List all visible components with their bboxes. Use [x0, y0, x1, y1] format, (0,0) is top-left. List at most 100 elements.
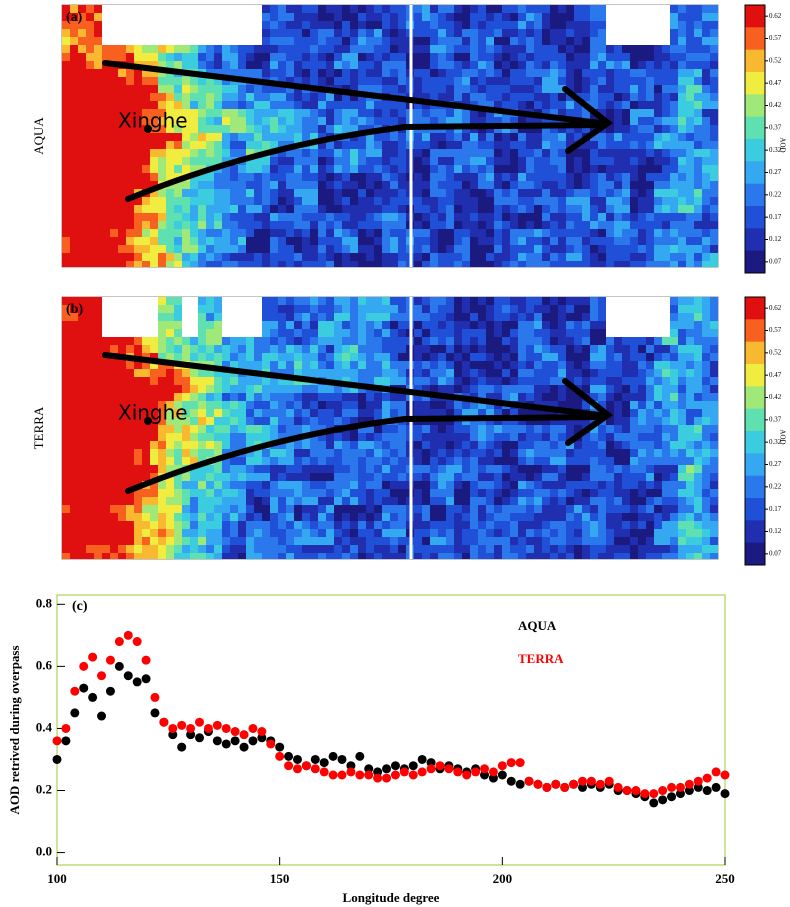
map-cell [310, 417, 318, 425]
map-cell [574, 205, 582, 213]
map-cell [590, 205, 598, 213]
map-cell [310, 21, 318, 29]
map-cell [614, 61, 622, 69]
map-cell [542, 377, 550, 385]
map-cell [342, 229, 350, 237]
map-cell [358, 529, 366, 537]
map-cell [622, 213, 630, 221]
map-cell [310, 401, 318, 409]
map-cell [118, 489, 126, 497]
map-cell [494, 433, 502, 441]
map-cell [222, 173, 230, 181]
map-cell [238, 221, 246, 229]
map-cell [366, 305, 374, 313]
map-cell [326, 473, 334, 481]
map-cell [390, 545, 398, 553]
map-cell [558, 69, 566, 77]
map-cell [198, 345, 206, 353]
map-cell [478, 213, 486, 221]
map-cell [102, 369, 110, 377]
map-cell [582, 377, 590, 385]
map-cell [110, 521, 118, 529]
map-cell [342, 417, 350, 425]
map-cell [166, 245, 174, 253]
map-cell [334, 197, 342, 205]
map-cell [142, 237, 150, 245]
map-cell [254, 109, 262, 117]
map-cell [326, 253, 334, 261]
map-cell [662, 37, 670, 45]
map-cell [206, 45, 214, 53]
map-cell [142, 385, 150, 393]
map-cell [270, 481, 278, 489]
map-cell [286, 305, 294, 313]
map-cell [94, 237, 102, 245]
map-cell [62, 133, 70, 141]
map-cell [302, 545, 310, 553]
map-cell [358, 337, 366, 345]
map-cell [670, 29, 678, 37]
map-cell [678, 189, 686, 197]
map-cell [142, 345, 150, 353]
map-cell [502, 149, 510, 157]
map-cell [206, 297, 214, 305]
map-cell [166, 313, 174, 321]
map-cell [238, 393, 246, 401]
map-cell [550, 513, 558, 521]
map-cell [206, 353, 214, 361]
map-cell [134, 181, 142, 189]
map-cell [214, 197, 222, 205]
map-cell [294, 149, 302, 157]
map-cell [342, 409, 350, 417]
map-cell [654, 133, 662, 141]
map-cell [246, 29, 254, 37]
map-cell [438, 85, 446, 93]
map-cell [78, 537, 86, 545]
map-cell [78, 229, 86, 237]
map-cell [102, 313, 110, 321]
map-cell [550, 529, 558, 537]
map-cell [566, 321, 574, 329]
map-cell [502, 305, 510, 313]
map-cell [542, 457, 550, 465]
map-cell [222, 441, 230, 449]
map-cell [134, 473, 142, 481]
map-cell [110, 457, 118, 465]
map-cell [198, 545, 206, 553]
map-cell [526, 21, 534, 29]
map-cell [590, 321, 598, 329]
map-cell [654, 157, 662, 165]
map-cell [166, 85, 174, 93]
map-cell [542, 205, 550, 213]
map-cell [510, 61, 518, 69]
map-cell [286, 481, 294, 489]
map-cell [326, 29, 334, 37]
map-cell [646, 237, 654, 245]
map-cell [462, 313, 470, 321]
map-cell [478, 345, 486, 353]
map-cell [174, 229, 182, 237]
map-cell [438, 465, 446, 473]
map-cell [358, 61, 366, 69]
map-cell [622, 61, 630, 69]
map-cell [254, 85, 262, 93]
map-cell [238, 101, 246, 109]
map-cell [462, 553, 470, 559]
map-cell [150, 553, 158, 559]
map-cell [494, 457, 502, 465]
map-cell [182, 141, 190, 149]
map-cell [470, 345, 478, 353]
map-cell [534, 261, 542, 267]
map-cell [542, 393, 550, 401]
map-cell [526, 305, 534, 313]
map-cell [382, 345, 390, 353]
map-cell [502, 29, 510, 37]
map-cell [358, 53, 366, 61]
map-cell [422, 521, 430, 529]
map-cell [174, 37, 182, 45]
map-cell [550, 157, 558, 165]
map-cell [174, 197, 182, 205]
map-cell [358, 77, 366, 85]
map-cell [342, 69, 350, 77]
map-cell [310, 553, 318, 559]
